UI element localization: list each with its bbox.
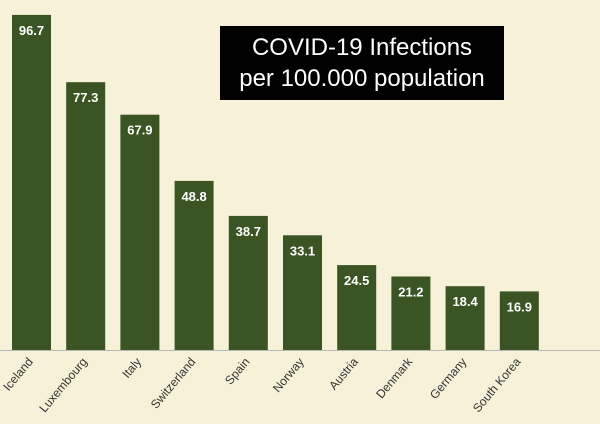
data-label-iceland: 96.7 <box>19 23 44 38</box>
data-label-norway: 33.1 <box>290 243 315 258</box>
x-tick-label-germany: Germany <box>427 355 469 402</box>
bar-denmark <box>391 276 431 350</box>
bars-layer: 96.7 77.3 67.9 48.8 38.7 33.1 24.5 21.2 18.4 16.9 <box>12 14 539 351</box>
chart-title-line-2: per 100.000 population <box>239 65 485 92</box>
bar-norway <box>283 235 322 350</box>
chart-title: COVID-19 Infections per 100.000 populati… <box>220 26 504 100</box>
labels-layer: Iceland Luxembourg Italy Switzerland Spain No… <box>0 354 524 415</box>
bar-luxembourg <box>66 82 106 350</box>
data-label-south-korea: 16.9 <box>507 299 532 314</box>
chart-title-line-1: COVID-19 Infections <box>251 34 473 61</box>
x-tick-label-italy: Italy <box>119 355 144 381</box>
data-label-luxembourg: 77.3 <box>73 90 98 105</box>
bar-iceland <box>12 14 51 351</box>
x-tick-label-luxembourg: Luxembourg <box>36 355 90 415</box>
x-tick-label-iceland: Iceland <box>0 355 36 394</box>
data-label-austria: 24.5 <box>344 273 369 288</box>
data-label-germany: 18.4 <box>452 294 478 309</box>
x-tick-label-norway: Norway <box>270 355 307 395</box>
data-label-spain: 38.7 <box>236 224 261 239</box>
x-tick-label-denmark: Denmark <box>373 354 416 401</box>
data-label-switzerland: 48.8 <box>181 189 206 204</box>
bar-spain <box>228 215 268 350</box>
bar-south-korea <box>499 291 539 350</box>
data-label-denmark: 21.2 <box>398 285 423 300</box>
data-label-italy: 67.9 <box>127 123 152 138</box>
bar-switzerland <box>174 180 214 350</box>
x-tick-label-austria: Austria <box>326 355 361 393</box>
bar-italy <box>120 114 160 350</box>
bar-austria <box>337 265 377 350</box>
bar-germany <box>445 286 485 350</box>
x-tick-label-spain: Spain <box>222 355 252 388</box>
x-tick-label-south-korea: South Korea <box>470 355 524 415</box>
x-tick-label-switzerland: Switzerland <box>148 355 199 412</box>
